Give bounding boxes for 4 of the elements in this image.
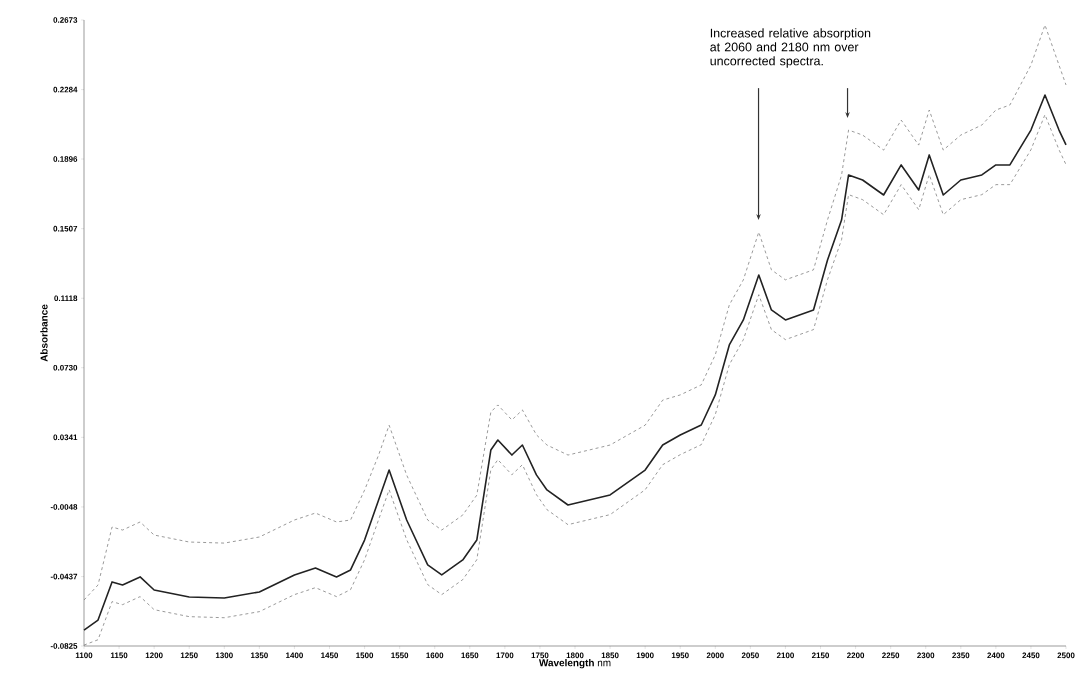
y-axis-title: Absorbance xyxy=(40,304,48,362)
annotation: Increased relative absorption at 2060 and 2180 nm over uncorrected spectra. xyxy=(710,28,871,68)
line-series xyxy=(83,24,1067,601)
x-axis-title: Wavelength nm xyxy=(538,659,611,669)
